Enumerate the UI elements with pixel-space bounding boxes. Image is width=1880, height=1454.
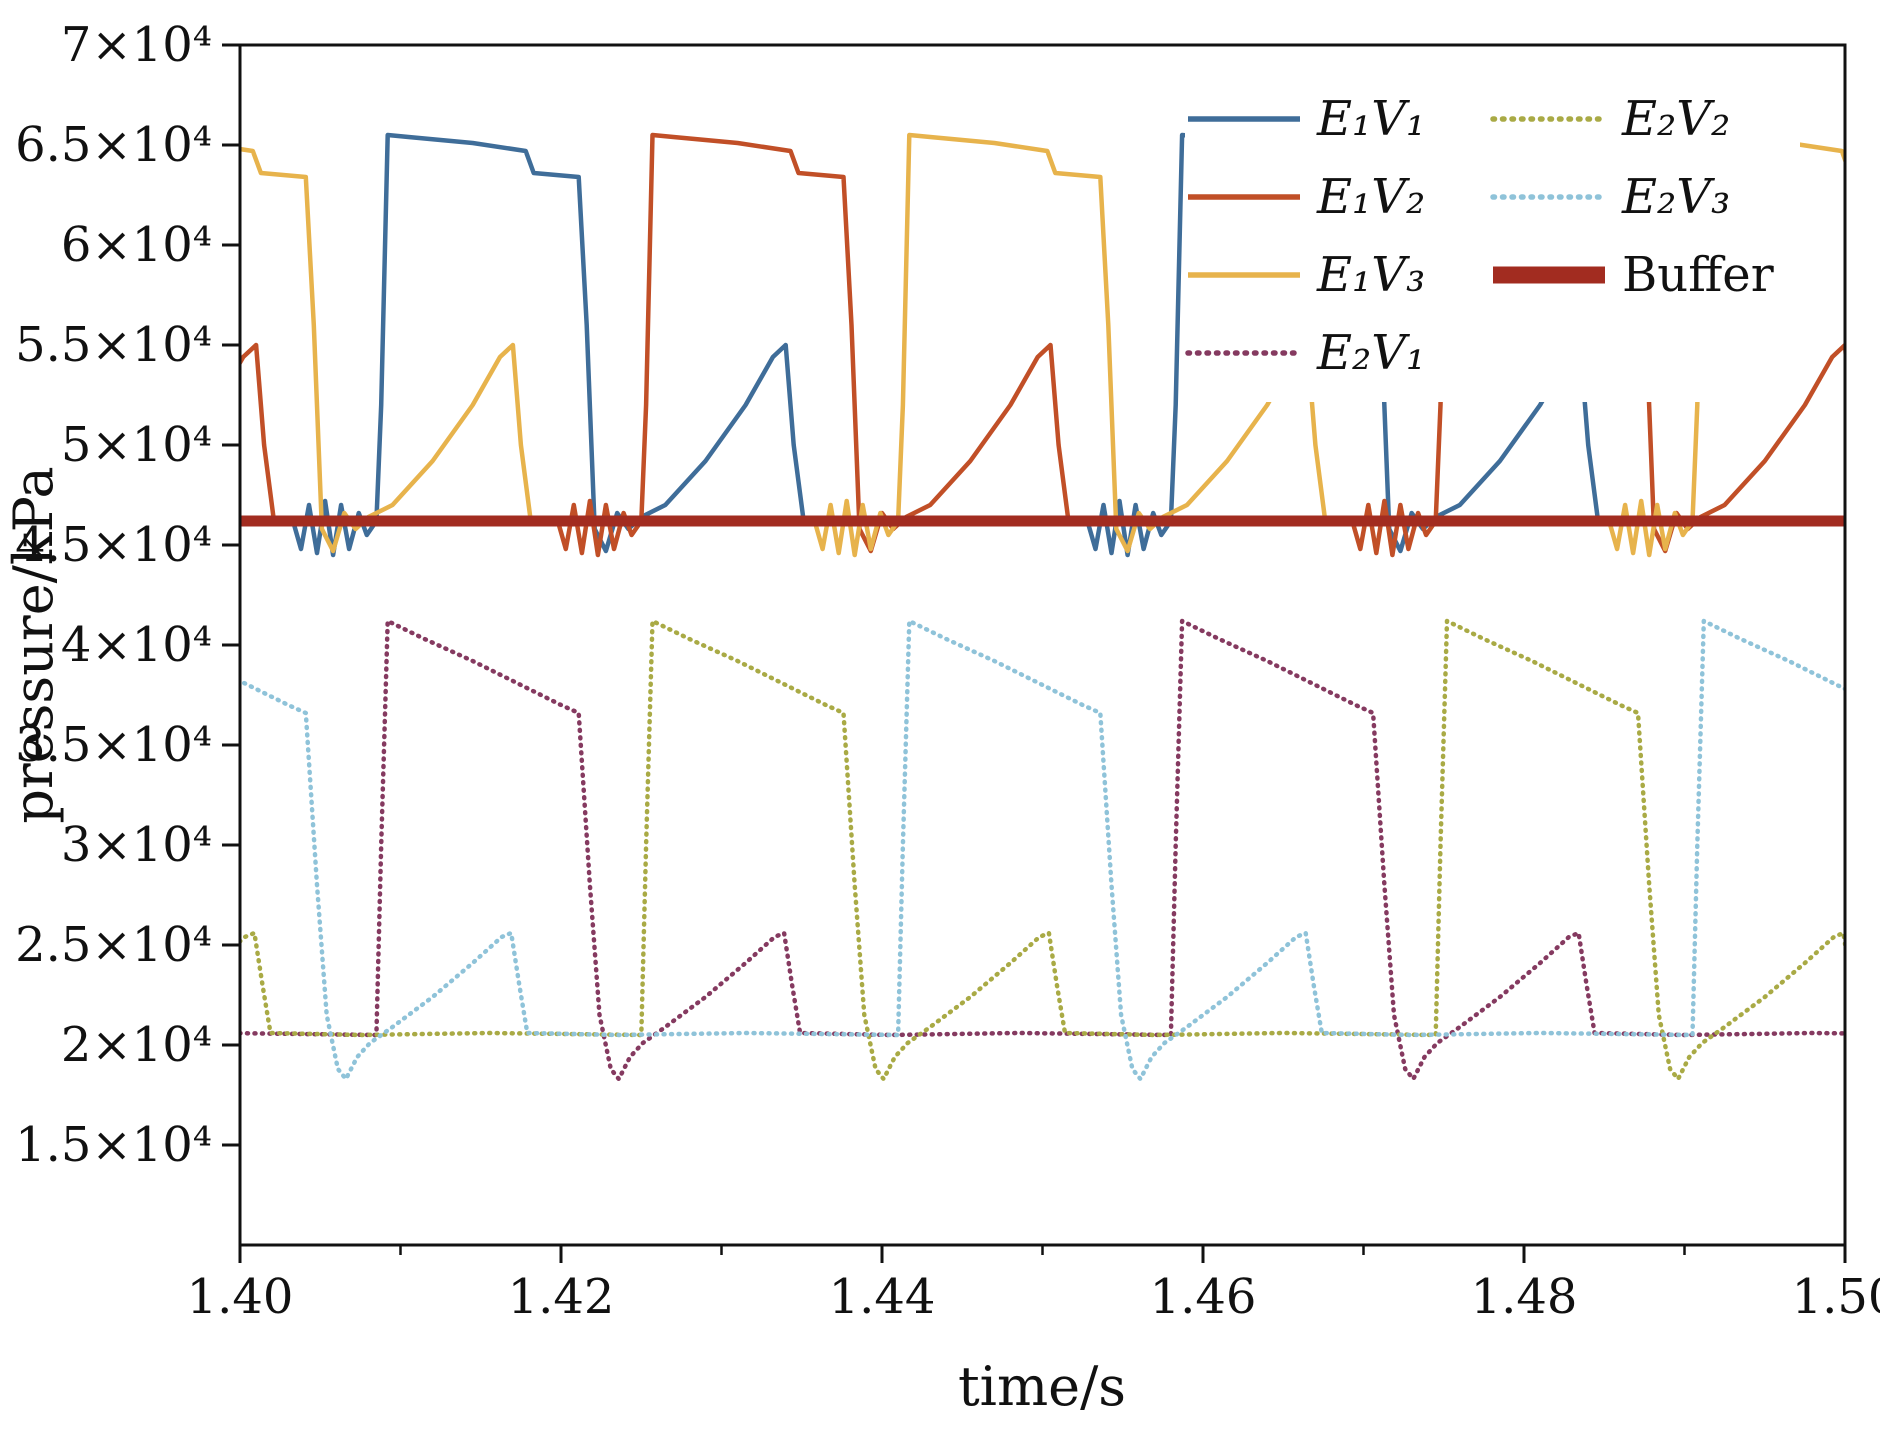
legend-item-label: E₂V₃ <box>1622 169 1731 225</box>
y-tick-label: 3.5×10⁴ <box>15 717 212 773</box>
y-axis-label: pressure/kPa <box>2 466 65 823</box>
y-tick-label: 6.5×10⁴ <box>15 117 212 173</box>
legend-swatch-e1v2 <box>1188 194 1300 200</box>
legend: E₁V₁ E₁V₂ E₁V₃ E₂V₁ E₂V₂ E₂V₃ Buffer <box>1185 80 1800 402</box>
legend-swatch-e2v1 <box>1185 350 1303 356</box>
legend-swatch-e2v2 <box>1490 116 1608 122</box>
y-tick-label: 3×10⁴ <box>61 817 212 873</box>
legend-swatch-buffer <box>1493 266 1605 284</box>
x-tick-label: 1.42 <box>508 1269 615 1325</box>
y-tick-label: 4.5×10⁴ <box>15 517 212 573</box>
legend-item-label: Buffer <box>1622 247 1774 303</box>
legend-item-e1v1: E₁V₁ <box>1185 80 1490 158</box>
legend-column-2: E₂V₂ E₂V₃ Buffer <box>1490 80 1800 402</box>
x-axis-label: time/s <box>958 1355 1126 1418</box>
x-tick-label: 1.50 <box>1792 1269 1880 1325</box>
y-tick-label: 6×10⁴ <box>61 217 212 273</box>
legend-item-e1v2: E₁V₂ <box>1185 158 1490 236</box>
legend-item-e1v3: E₁V₃ <box>1185 236 1490 314</box>
x-tick-label: 1.40 <box>187 1269 294 1325</box>
series-layer <box>240 132 1845 1082</box>
legend-item-label: E₁V₁ <box>1317 91 1426 147</box>
legend-item-buffer: Buffer <box>1490 236 1800 314</box>
legend-swatch-e1v3 <box>1188 272 1300 278</box>
x-tick-label: 1.44 <box>829 1269 936 1325</box>
y-tick-label: 2.5×10⁴ <box>15 917 212 973</box>
y-tick-label: 1.5×10⁴ <box>15 1117 212 1173</box>
x-tick-label: 1.46 <box>1150 1269 1257 1325</box>
y-tick-label: 2×10⁴ <box>61 1017 212 1073</box>
legend-item-e2v3: E₂V₃ <box>1490 158 1800 236</box>
legend-item-label: E₂V₁ <box>1317 325 1426 381</box>
x-tick-label: 1.48 <box>1471 1269 1578 1325</box>
legend-swatch-e1v1 <box>1188 116 1300 122</box>
legend-item-label: E₁V₂ <box>1317 169 1426 225</box>
axes-layer: 1.40 1.42 1.44 1.46 1.48 1.50 7×10⁴ 6.5×10⁴ 6×10… <box>15 17 1880 1325</box>
legend-item-e2v2: E₂V₂ <box>1490 80 1800 158</box>
series-line-e2v2 <box>240 618 1845 1082</box>
series-line-e2v1 <box>240 618 1845 1082</box>
y-tick-label: 5.5×10⁴ <box>15 317 212 373</box>
series-line-e1v2 <box>240 132 1845 558</box>
legend-swatch-e2v3 <box>1490 194 1608 200</box>
legend-item-label: E₂V₂ <box>1622 91 1731 147</box>
legend-column-1: E₁V₁ E₁V₂ E₁V₃ E₂V₁ <box>1185 80 1490 402</box>
legend-item-e2v1: E₂V₁ <box>1185 314 1490 392</box>
y-tick-label: 4×10⁴ <box>61 617 212 673</box>
legend-item-label: E₁V₃ <box>1317 247 1426 303</box>
series-line-e1v1 <box>240 132 1845 558</box>
y-tick-label: 7×10⁴ <box>61 17 212 73</box>
y-tick-label: 5×10⁴ <box>61 417 212 473</box>
series-line-e2v3 <box>240 618 1845 1082</box>
